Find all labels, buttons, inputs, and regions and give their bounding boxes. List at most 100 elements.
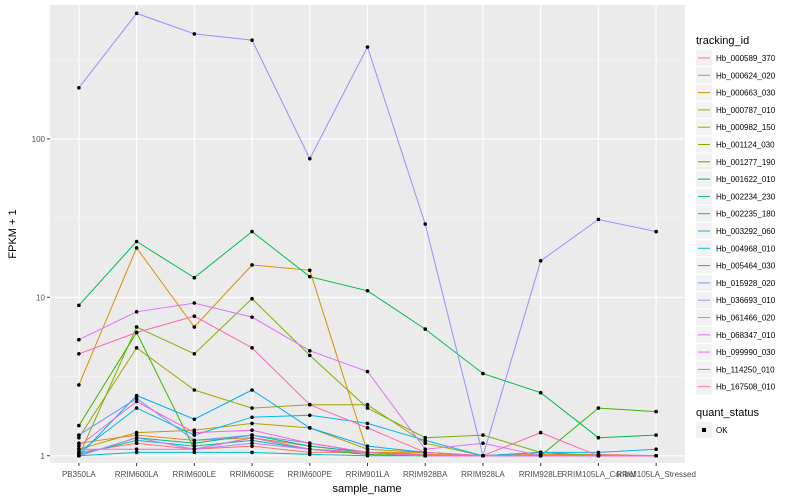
- data-point: [134, 246, 139, 250]
- data-point: [481, 453, 485, 458]
- data-point: [250, 435, 254, 440]
- x-axis: PB350LA RRIM600LA RRIM600LE RRIM600SE RRIM60…: [62, 463, 696, 479]
- data-point: [192, 433, 197, 437]
- data-point: [134, 393, 139, 398]
- data-point: [538, 430, 543, 435]
- data-point: [77, 450, 81, 455]
- x-tick-label: RRIM928LA: [461, 470, 505, 479]
- data-point: [307, 447, 312, 451]
- data-point: [77, 423, 81, 428]
- legend-label: Hb_005464_030: [716, 262, 776, 271]
- legend-label: Hb_114250_010: [716, 365, 775, 374]
- y-axis: 1 10 100: [32, 135, 50, 461]
- legend-label: Hb_004968_010: [716, 244, 776, 253]
- data-point: [77, 453, 81, 458]
- data-point: [481, 441, 485, 446]
- data-point: [654, 447, 658, 451]
- x-tick-label: RRIM600SE: [230, 470, 274, 479]
- data-point: [192, 32, 197, 36]
- legend-label: Hb_068347_010: [716, 331, 776, 340]
- data-point: [307, 413, 312, 418]
- legend-label: Hb_002235_180: [716, 210, 776, 219]
- data-point: [192, 325, 197, 329]
- data-point: [192, 447, 197, 451]
- data-point: [192, 438, 197, 443]
- data-point: [77, 337, 81, 342]
- x-axis-title: sample_name: [332, 483, 401, 495]
- data-point: [365, 45, 370, 49]
- data-point: [250, 406, 254, 410]
- data-point: [77, 383, 81, 387]
- data-point: [250, 450, 254, 455]
- x-tick-label: RRIM928LE: [519, 470, 563, 479]
- data-point: [481, 371, 485, 376]
- data-point: [307, 353, 312, 358]
- legend-label: Hb_167508_010: [716, 383, 776, 392]
- data-point: [481, 433, 485, 437]
- y-tick-label: 1: [41, 452, 46, 461]
- legend-label: Hb_003292_060: [716, 227, 776, 236]
- x-tick-label: RRIM600PE: [288, 470, 332, 479]
- data-point: [134, 441, 139, 446]
- y-tick-label: 100: [32, 135, 46, 144]
- legend-label: Hb_036693_010: [716, 296, 776, 305]
- legend-label: Hb_001124_030: [716, 141, 775, 150]
- data-point: [423, 327, 428, 331]
- data-point: [365, 369, 370, 374]
- data-point: [250, 421, 254, 426]
- data-point: [134, 406, 139, 410]
- data-point: [365, 406, 370, 410]
- x-tick-label: RRIM105LA_Stressed: [616, 470, 696, 479]
- data-point: [423, 438, 428, 443]
- data-point: [596, 435, 601, 440]
- legend-label: Hb_000624_020: [716, 71, 776, 80]
- data-point: [596, 450, 601, 455]
- legend: tracking_id Hb_000589_370 Hb_000624_020 Hb…: [696, 35, 776, 438]
- data-point: [365, 447, 370, 451]
- data-point: [250, 428, 254, 432]
- data-point: [134, 11, 139, 16]
- data-point: [654, 229, 658, 234]
- data-point: [654, 433, 658, 437]
- data-point: [250, 441, 254, 446]
- data-point: [134, 438, 139, 443]
- data-point: [192, 430, 197, 435]
- legend-label: Hb_002234_230: [716, 192, 776, 201]
- data-point: [423, 435, 428, 440]
- data-point: [423, 453, 428, 458]
- data-point: [307, 348, 312, 353]
- data-points: [77, 11, 658, 458]
- data-point: [596, 453, 601, 458]
- x-tick-label: PB350LA: [62, 470, 96, 479]
- data-point: [192, 275, 197, 280]
- data-point: [77, 433, 81, 437]
- data-point: [307, 452, 312, 457]
- data-point: [423, 450, 428, 455]
- data-point: [77, 303, 81, 308]
- data-point: [250, 263, 254, 267]
- data-point: [134, 325, 139, 329]
- data-point: [365, 402, 370, 407]
- grid: [50, 5, 685, 463]
- data-point: [365, 288, 370, 293]
- data-point: [77, 447, 81, 451]
- data-point: [192, 450, 197, 455]
- data-point: [192, 444, 197, 448]
- x-tick-label: RRIM600LA: [115, 470, 159, 479]
- data-point: [192, 441, 197, 446]
- data-point: [250, 438, 254, 443]
- data-point: [192, 417, 197, 422]
- data-point: [365, 426, 370, 430]
- data-point: [538, 259, 543, 263]
- data-point: [538, 453, 543, 458]
- legend-label: Hb_000982_150: [716, 123, 776, 132]
- data-point: [307, 156, 312, 161]
- data-point: [77, 86, 81, 90]
- legend2-title: quant_status: [696, 407, 759, 419]
- y-tick-label: 10: [36, 293, 45, 302]
- y-axis-title: FPKM + 1: [7, 209, 19, 258]
- legend-label: Hb_000589_370: [716, 54, 776, 63]
- data-point: [307, 268, 312, 273]
- legend-title: tracking_id: [696, 35, 749, 47]
